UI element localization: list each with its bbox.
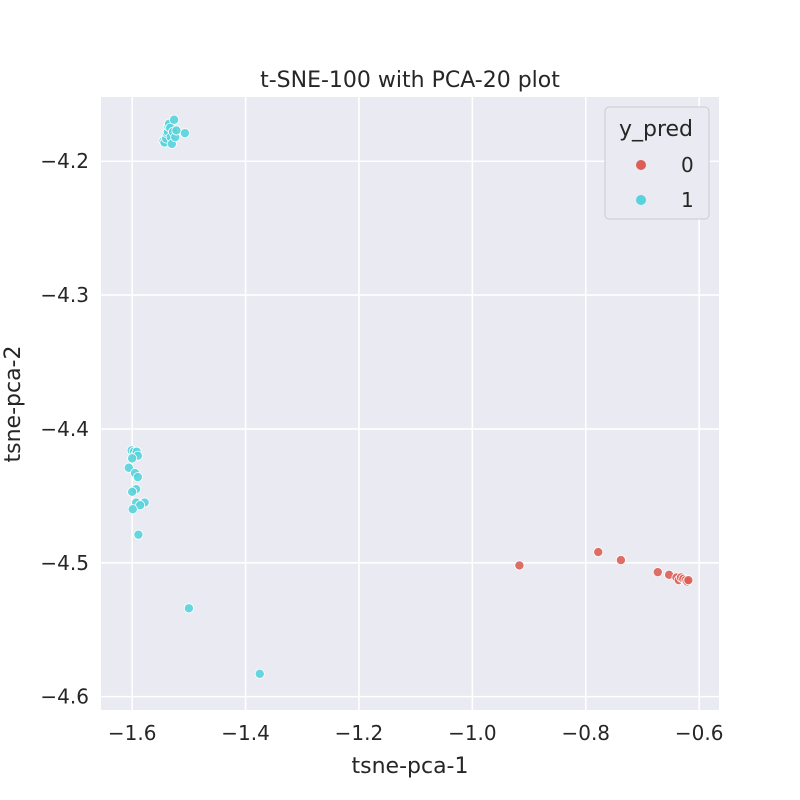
data-point-class-1 — [183, 603, 194, 614]
data-point-class-1 — [127, 504, 138, 515]
x-tick-label: −0.6 — [675, 721, 724, 745]
data-point-class-1 — [127, 453, 138, 464]
y-tick-labels: −4.2 −4.3 −4.4 −4.5 −4.6 — [40, 149, 89, 708]
legend-marker-0 — [636, 160, 646, 170]
data-points — [123, 114, 694, 679]
y-tick-label: −4.4 — [40, 417, 89, 441]
x-axis-label: tsne-pca-1 — [352, 754, 469, 779]
y-tick-label: −4.6 — [40, 685, 89, 709]
x-tick-label: −1.0 — [448, 721, 497, 745]
legend: y_pred 0 1 — [604, 106, 710, 220]
chart-title: t-SNE-100 with PCA-20 plot — [260, 68, 560, 93]
data-point-class-1 — [254, 668, 265, 679]
y-tick-label: −4.3 — [40, 283, 89, 307]
x-tick-label: −0.8 — [561, 721, 610, 745]
data-point-class-0 — [652, 567, 663, 578]
x-tick-label: −1.6 — [108, 721, 157, 745]
data-point-class-0 — [683, 575, 694, 586]
legend-label-0: 0 — [681, 153, 694, 177]
data-point-class-1 — [133, 529, 144, 540]
data-point-class-0 — [615, 555, 626, 566]
x-tick-label: −1.2 — [335, 721, 384, 745]
data-point-class-1 — [179, 128, 190, 139]
legend-box — [604, 106, 710, 220]
data-point-class-0 — [593, 547, 604, 558]
legend-title: y_pred — [619, 117, 693, 142]
data-point-class-0 — [514, 560, 525, 571]
legend-marker-1 — [636, 195, 646, 205]
legend-label-1: 1 — [681, 188, 694, 212]
data-point-class-1 — [132, 472, 143, 483]
data-point-class-1 — [127, 486, 138, 497]
y-axis-label: tsne-pca-2 — [1, 346, 26, 463]
y-tick-label: −4.5 — [40, 551, 89, 575]
data-point-class-1 — [169, 114, 180, 125]
y-tick-label: −4.2 — [40, 149, 89, 173]
data-point-class-1 — [171, 125, 182, 136]
x-tick-labels: −1.6 −1.4 −1.2 −1.0 −0.8 −0.6 — [108, 721, 724, 745]
x-tick-label: −1.4 — [221, 721, 270, 745]
